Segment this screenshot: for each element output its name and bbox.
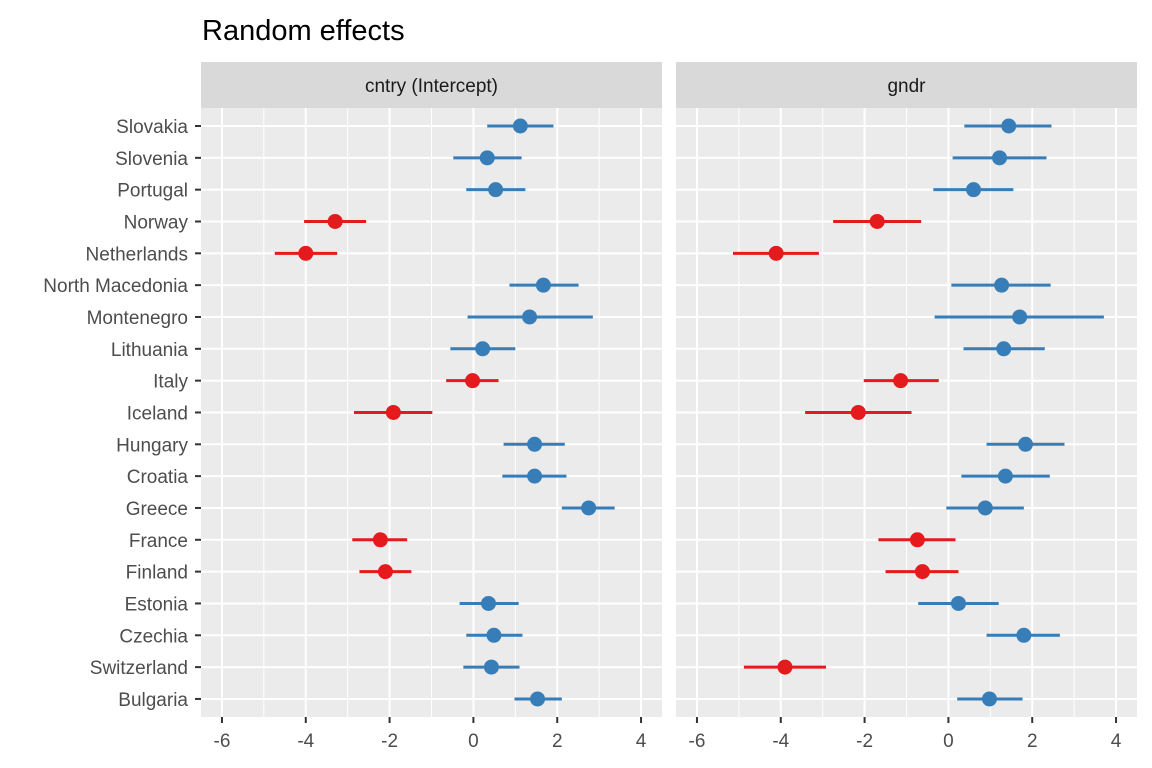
y-tick-label: Portugal [117,181,188,202]
facet-panel-1: gndr -6 -4 -2 0 2 4 [676,62,1137,752]
x-tick-label: -2 [381,731,398,752]
facet-strip-label: cntry (Intercept) [365,76,498,97]
point-slovenia [992,150,1008,166]
facet-strip [201,62,662,108]
point-slovakia [1001,118,1017,134]
point-estonia [480,595,496,611]
y-tick-label: Bulgaria [118,690,188,711]
point-north-macedonia [535,277,551,293]
point-hungary [1018,436,1034,452]
point-hungary [527,436,543,452]
facet-panel-0: cntry (Intercept) -6 -4 -2 0 2 4 [201,62,662,752]
y-tick-label: Hungary [116,435,188,456]
chart-title: Random effects [202,15,405,47]
x-tick-label: -6 [689,731,706,752]
x-tick-label: -6 [214,731,231,752]
point-greece [581,500,597,516]
point-bulgaria [530,691,546,707]
x-tick-label: 2 [552,731,563,752]
y-axis: Slovakia Slovenia Portugal Norway Netherland… [43,117,201,711]
facet-strip [676,62,1137,108]
point-slovakia [512,118,528,134]
point-norway [869,213,885,229]
point-netherlands [768,245,784,261]
x-tick-label: 4 [636,731,647,752]
point-finland [377,564,393,580]
point-north-macedonia [994,277,1010,293]
y-tick-label: Greece [126,499,188,520]
point-czechia [1016,627,1032,643]
y-tick-label: Italy [153,372,188,393]
point-lithuania [475,341,491,357]
y-tick-label: Montenegro [87,308,188,329]
y-tick-label: Estonia [125,594,189,615]
point-finland [914,564,930,580]
y-tick-label: Iceland [127,403,188,424]
point-slovenia [479,150,495,166]
y-tick-label: Switzerland [90,658,188,679]
x-tick-label: -4 [297,731,314,752]
y-tick-label: North Macedonia [43,276,188,297]
point-bulgaria [981,691,997,707]
y-tick-label: Czechia [119,626,188,647]
point-portugal [488,182,504,198]
x-tick-label: -4 [772,731,789,752]
point-france [909,532,925,548]
facet-strip-label: gndr [887,76,926,97]
point-croatia [527,468,543,484]
x-tick-label: 0 [943,731,954,752]
x-tick-label: 2 [1027,731,1038,752]
point-italy [893,373,909,389]
point-france [372,532,388,548]
point-montenegro [1012,309,1028,325]
y-tick-label: Lithuania [111,340,189,361]
y-tick-label: Croatia [127,467,189,488]
point-italy [465,373,481,389]
point-norway [327,213,343,229]
point-iceland [850,404,866,420]
y-tick-label: Norway [124,212,189,233]
point-czechia [486,627,502,643]
point-netherlands [298,245,314,261]
x-tick-label: 4 [1111,731,1122,752]
point-croatia [997,468,1013,484]
y-tick-label: Slovakia [116,117,188,138]
point-switzerland [483,659,499,675]
y-tick-label: Netherlands [86,244,188,265]
y-tick-label: France [129,531,188,552]
x-tick-label: 0 [468,731,479,752]
y-tick-label: Finland [126,563,188,584]
point-estonia [950,595,966,611]
point-lithuania [996,341,1012,357]
point-iceland [385,404,401,420]
point-portugal [966,182,982,198]
point-montenegro [522,309,538,325]
point-switzerland [777,659,793,675]
x-tick-label: -2 [856,731,873,752]
y-tick-label: Slovenia [115,149,188,170]
point-greece [977,500,993,516]
